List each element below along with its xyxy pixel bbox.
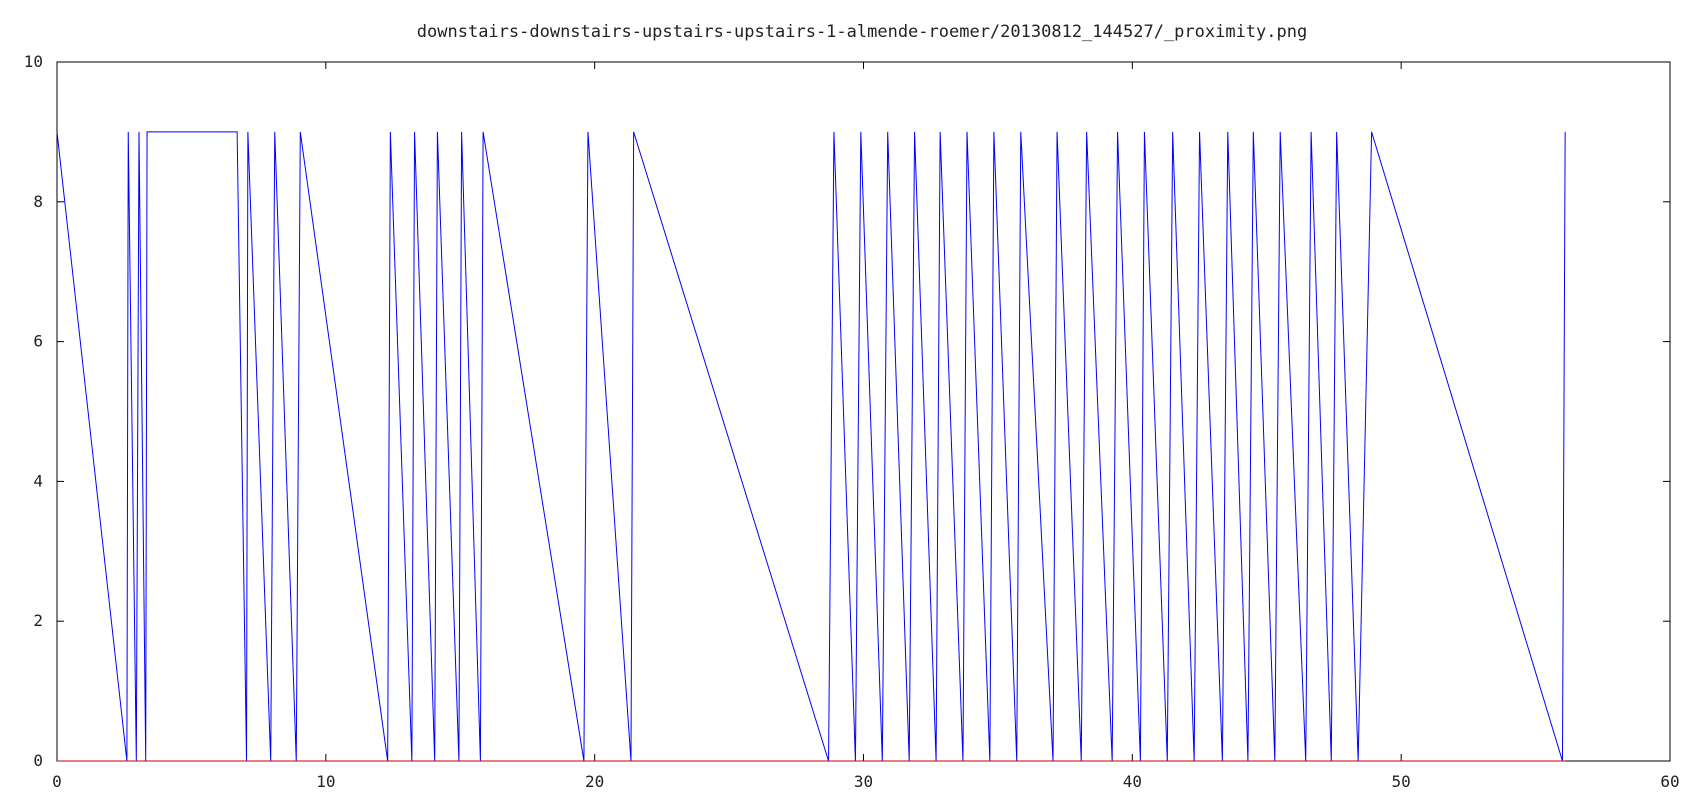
y-tick-label: 6 bbox=[33, 332, 43, 351]
y-tick-label: 8 bbox=[33, 192, 43, 211]
x-tick-label: 60 bbox=[1660, 772, 1679, 791]
x-tick-label: 20 bbox=[585, 772, 604, 791]
x-tick-label: 40 bbox=[1123, 772, 1142, 791]
x-tick-label: 10 bbox=[316, 772, 335, 791]
series-line-1 bbox=[56, 131, 1566, 762]
y-tick-label: 0 bbox=[33, 751, 43, 770]
x-tick-label: 30 bbox=[854, 772, 873, 791]
y-tick-label: 2 bbox=[33, 611, 43, 630]
x-axis: 0 10 20 30 40 50 60 bbox=[52, 62, 1680, 791]
x-tick-label: 50 bbox=[1392, 772, 1411, 791]
y-tick-label: 10 bbox=[24, 52, 43, 71]
chart-title: downstairs-downstairs-upstairs-upstairs-… bbox=[417, 22, 1307, 42]
x-tick-label: 0 bbox=[52, 772, 62, 791]
plot-area bbox=[56, 131, 1566, 762]
y-tick-label: 4 bbox=[33, 471, 43, 490]
y-axis: 0 2 4 6 8 10 bbox=[24, 52, 1670, 770]
